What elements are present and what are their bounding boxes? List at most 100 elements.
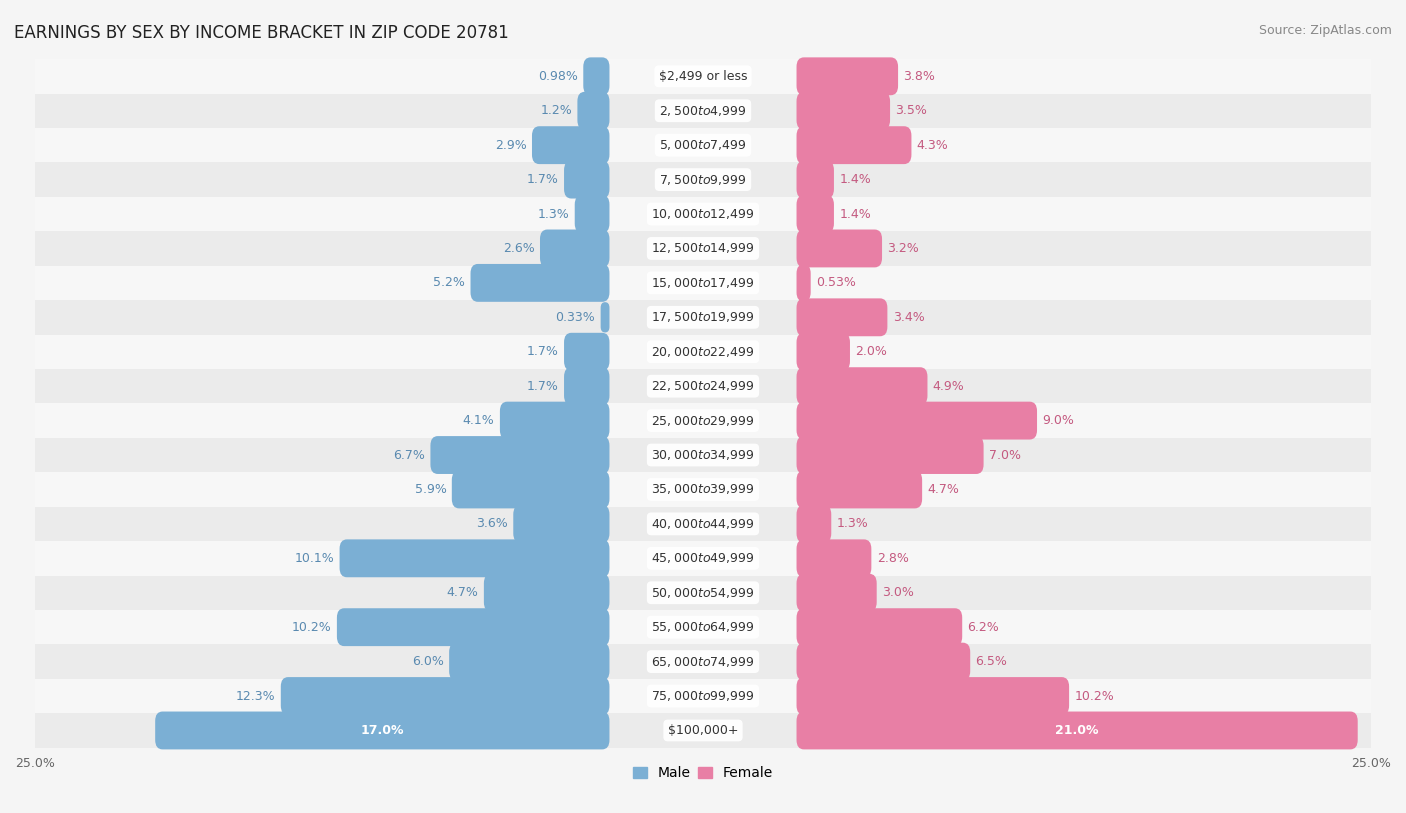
FancyBboxPatch shape [35, 403, 1371, 438]
FancyBboxPatch shape [501, 402, 609, 440]
FancyBboxPatch shape [35, 369, 1371, 403]
Text: $2,500 to $4,999: $2,500 to $4,999 [659, 104, 747, 118]
Text: 10.2%: 10.2% [1074, 689, 1114, 702]
FancyBboxPatch shape [575, 195, 609, 233]
FancyBboxPatch shape [797, 367, 928, 405]
FancyBboxPatch shape [35, 266, 1371, 300]
FancyBboxPatch shape [797, 505, 831, 543]
FancyBboxPatch shape [35, 300, 1371, 334]
Text: $100,000+: $100,000+ [668, 724, 738, 737]
Text: $7,500 to $9,999: $7,500 to $9,999 [659, 172, 747, 187]
Text: $25,000 to $29,999: $25,000 to $29,999 [651, 414, 755, 428]
FancyBboxPatch shape [35, 541, 1371, 576]
FancyBboxPatch shape [35, 197, 1371, 231]
FancyBboxPatch shape [797, 92, 890, 129]
Text: 2.6%: 2.6% [503, 242, 534, 255]
Text: 1.7%: 1.7% [527, 380, 558, 393]
Text: 2.0%: 2.0% [855, 346, 887, 359]
Text: 4.9%: 4.9% [932, 380, 965, 393]
FancyBboxPatch shape [578, 92, 609, 129]
FancyBboxPatch shape [797, 471, 922, 508]
FancyBboxPatch shape [35, 713, 1371, 748]
FancyBboxPatch shape [35, 59, 1371, 93]
Text: 6.0%: 6.0% [412, 655, 444, 668]
Text: 6.7%: 6.7% [394, 449, 425, 462]
Text: Source: ZipAtlas.com: Source: ZipAtlas.com [1258, 24, 1392, 37]
Text: 3.5%: 3.5% [896, 104, 928, 117]
FancyBboxPatch shape [797, 402, 1038, 440]
Text: 0.33%: 0.33% [555, 311, 595, 324]
Text: $35,000 to $39,999: $35,000 to $39,999 [651, 482, 755, 497]
FancyBboxPatch shape [583, 58, 609, 95]
FancyBboxPatch shape [35, 576, 1371, 610]
Text: $10,000 to $12,499: $10,000 to $12,499 [651, 207, 755, 221]
Text: 2.9%: 2.9% [495, 139, 527, 152]
FancyBboxPatch shape [430, 436, 609, 474]
FancyBboxPatch shape [600, 302, 609, 333]
FancyBboxPatch shape [797, 677, 1069, 715]
FancyBboxPatch shape [531, 126, 609, 164]
FancyBboxPatch shape [471, 264, 609, 302]
FancyBboxPatch shape [564, 367, 609, 405]
FancyBboxPatch shape [797, 264, 811, 302]
FancyBboxPatch shape [35, 506, 1371, 541]
Text: 5.2%: 5.2% [433, 276, 465, 289]
FancyBboxPatch shape [797, 195, 834, 233]
FancyBboxPatch shape [513, 505, 609, 543]
Text: 3.0%: 3.0% [882, 586, 914, 599]
Text: 0.98%: 0.98% [538, 70, 578, 83]
FancyBboxPatch shape [797, 608, 962, 646]
FancyBboxPatch shape [155, 711, 609, 750]
Text: 1.3%: 1.3% [537, 207, 569, 220]
Text: 1.2%: 1.2% [540, 104, 572, 117]
Text: 1.3%: 1.3% [837, 517, 869, 530]
Text: 7.0%: 7.0% [988, 449, 1021, 462]
Text: $75,000 to $99,999: $75,000 to $99,999 [651, 689, 755, 703]
Text: 10.2%: 10.2% [292, 620, 332, 633]
FancyBboxPatch shape [35, 163, 1371, 197]
FancyBboxPatch shape [797, 642, 970, 680]
Text: 10.1%: 10.1% [294, 552, 335, 565]
FancyBboxPatch shape [564, 161, 609, 198]
FancyBboxPatch shape [35, 128, 1371, 163]
FancyBboxPatch shape [35, 93, 1371, 128]
Text: $12,500 to $14,999: $12,500 to $14,999 [651, 241, 755, 255]
Text: 0.53%: 0.53% [815, 276, 856, 289]
Text: 4.7%: 4.7% [928, 483, 959, 496]
FancyBboxPatch shape [35, 645, 1371, 679]
FancyBboxPatch shape [281, 677, 609, 715]
Text: 1.7%: 1.7% [527, 346, 558, 359]
Text: $15,000 to $17,499: $15,000 to $17,499 [651, 276, 755, 290]
Text: $55,000 to $64,999: $55,000 to $64,999 [651, 620, 755, 634]
FancyBboxPatch shape [340, 539, 609, 577]
Text: $45,000 to $49,999: $45,000 to $49,999 [651, 551, 755, 565]
Text: 12.3%: 12.3% [236, 689, 276, 702]
FancyBboxPatch shape [797, 126, 911, 164]
Text: 6.5%: 6.5% [976, 655, 1008, 668]
Text: $17,500 to $19,999: $17,500 to $19,999 [651, 311, 755, 324]
Text: 3.8%: 3.8% [904, 70, 935, 83]
Text: $40,000 to $44,999: $40,000 to $44,999 [651, 517, 755, 531]
Text: 6.2%: 6.2% [967, 620, 1000, 633]
Text: $50,000 to $54,999: $50,000 to $54,999 [651, 585, 755, 600]
FancyBboxPatch shape [540, 229, 609, 267]
FancyBboxPatch shape [797, 711, 1358, 750]
FancyBboxPatch shape [797, 436, 984, 474]
Text: $5,000 to $7,499: $5,000 to $7,499 [659, 138, 747, 152]
Legend: Male, Female: Male, Female [627, 761, 779, 786]
Text: 2.8%: 2.8% [877, 552, 908, 565]
Text: 3.6%: 3.6% [477, 517, 508, 530]
FancyBboxPatch shape [35, 472, 1371, 506]
FancyBboxPatch shape [35, 231, 1371, 266]
Text: 4.1%: 4.1% [463, 414, 495, 427]
Text: 1.7%: 1.7% [527, 173, 558, 186]
Text: 1.4%: 1.4% [839, 173, 872, 186]
FancyBboxPatch shape [797, 333, 851, 371]
Text: $2,499 or less: $2,499 or less [659, 70, 747, 83]
Text: EARNINGS BY SEX BY INCOME BRACKET IN ZIP CODE 20781: EARNINGS BY SEX BY INCOME BRACKET IN ZIP… [14, 24, 509, 42]
FancyBboxPatch shape [797, 539, 872, 577]
FancyBboxPatch shape [797, 574, 877, 611]
Text: $22,500 to $24,999: $22,500 to $24,999 [651, 379, 755, 393]
FancyBboxPatch shape [484, 574, 609, 611]
Text: $20,000 to $22,499: $20,000 to $22,499 [651, 345, 755, 359]
